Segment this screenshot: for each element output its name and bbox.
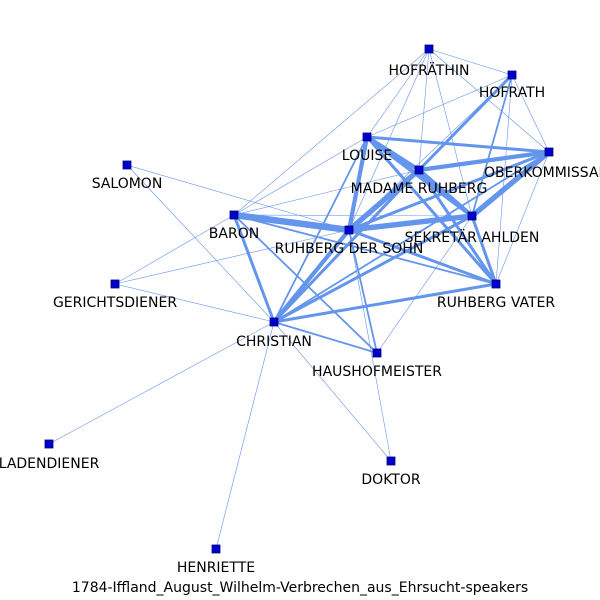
node-baron (229, 210, 239, 220)
node-label-haushofmeister: HAUSHOFMEISTER (312, 364, 442, 380)
edge-christian-haushofmeister (273, 321, 378, 354)
graph-title: 1784-Iffland_August_Wilhelm-Verbrechen_a… (71, 580, 529, 596)
edge-hofrathin-baron (233, 48, 430, 216)
edge-sekretar_ahlden-haushofmeister (376, 215, 473, 354)
network-labels: HOFRÄTHIN HOFRATH LOUISE OBERKOMMISSARMADAM… (0, 61, 600, 576)
node-ruhberg-sohn (344, 225, 354, 235)
node-henriette (211, 544, 221, 554)
node-doktor (386, 456, 396, 466)
node-ladendiener (44, 439, 54, 449)
node-madame-ruhberg (414, 165, 424, 175)
edge-ruhberg_vater-christian (272, 282, 498, 324)
edge-ruhberg_sohn-christian (271, 227, 352, 325)
edge-oberkommissar-sekretar_ahlden (469, 149, 552, 219)
edge-sekretar_ahlden-ruhberg_vater (470, 214, 498, 286)
node-haushofmeister (372, 348, 382, 358)
node-hofrath (507, 70, 517, 80)
edge-sekretar_ahlden-baron (233, 214, 473, 217)
node-sekretar-ahlden (467, 211, 477, 221)
edge-hofrathin-sekretar_ahlden (428, 48, 473, 217)
node-label-ladendiener: LADENDIENER (0, 456, 100, 472)
edge-oberkommissar-madame_ruhberg (416, 149, 552, 173)
edge-christian-ladendiener (48, 321, 275, 445)
edge-ruhberg_sohn-gerichtsdiener (114, 229, 350, 285)
edge-hofrath-madame_ruhberg (417, 73, 514, 172)
edge-madame_ruhberg-ruhberg_sohn (346, 167, 422, 233)
edge-louise-baron (233, 136, 368, 216)
network-edges (48, 48, 552, 550)
edge-madame_ruhberg-sekretar_ahlden (416, 167, 475, 219)
edge-salomon-ruhberg_sohn (126, 164, 350, 231)
node-label-oberkommissar: OBERKOMMISSAR (484, 165, 600, 181)
node-label-gerichtsdiener: GERICHTSDIENER (53, 295, 177, 311)
edge-ruhberg_sohn-haushofmeister (348, 229, 378, 354)
edge-sekretar_ahlden-christian (272, 214, 474, 324)
node-label-salomon: SALOMON (92, 176, 163, 192)
edge-louise-oberkommissar (365, 135, 551, 154)
edge-baron-christian (232, 213, 276, 324)
node-label-ruhberg-sohn: RUHBERG DER SOHN (275, 241, 424, 257)
node-label-sekretar-ahlden: SEKRETÄR AHLDEN (405, 228, 540, 246)
edge-oberkommissar-ruhberg_vater (495, 151, 550, 285)
node-label-madame-ruhberg: MADAME RUHBERG (351, 181, 488, 197)
edge-oberkommissar-christian (273, 151, 550, 323)
node-label-doktor: DOKTOR (361, 472, 420, 488)
node-label-christian: CHRISTIAN (236, 334, 312, 350)
edge-madame_ruhberg-baron (233, 169, 420, 216)
node-christian (269, 317, 279, 327)
node-salomon (122, 160, 132, 170)
edge-baron-ruhberg_sohn (230, 211, 353, 234)
node-label-henriette: HENRIETTE (177, 560, 255, 576)
edge-hofrath-louise (366, 74, 513, 138)
node-ruhberg-vater (491, 279, 501, 289)
node-hofrathin (424, 44, 434, 54)
node-label-louise: LOUISE (342, 148, 392, 164)
edge-oberkommissar-ruhberg_sohn (347, 150, 551, 232)
edge-madame_ruhberg-christian (272, 168, 421, 324)
network-nodes (44, 44, 554, 554)
edge-baron-ruhberg_vater (233, 214, 497, 285)
edge-louise-ruhberg_vater (365, 135, 498, 286)
edge-hofrathin-madame_ruhberg (418, 48, 430, 171)
edge-christian-henriette (215, 321, 275, 550)
node-label-hofrath: HOFRATH (479, 85, 545, 101)
node-gerichtsdiener (110, 279, 120, 289)
edge-ruhberg_sohn-doktor (348, 229, 392, 462)
edge-hofrath-sekretar_ahlden (471, 74, 513, 217)
node-oberkommissar (544, 147, 554, 157)
node-label-hofrathin: HOFRÄTHIN (389, 61, 470, 79)
edge-christian-doktor (273, 321, 392, 462)
edge-sekretar_ahlden-ruhberg_sohn (346, 213, 475, 233)
edge-hofrath-oberkommissar (511, 74, 550, 153)
edge-ruhberg_sohn-ruhberg_vater (347, 228, 498, 286)
edge-hofrathin-hofrath (428, 48, 513, 76)
node-label-baron: BARON (209, 226, 259, 242)
edge-madame_ruhberg-ruhberg_vater (417, 168, 498, 286)
edge-louise-ruhberg_sohn (346, 134, 370, 233)
edge-salomon-christian (126, 164, 275, 323)
edge-gerichtsdiener-christian (114, 283, 275, 323)
node-label-ruhberg-vater: RUHBERG VATER (437, 295, 556, 311)
edge-hofrathin-louise (366, 48, 430, 138)
node-louise (362, 132, 372, 142)
edge-baron-gerichtsdiener (114, 214, 235, 285)
